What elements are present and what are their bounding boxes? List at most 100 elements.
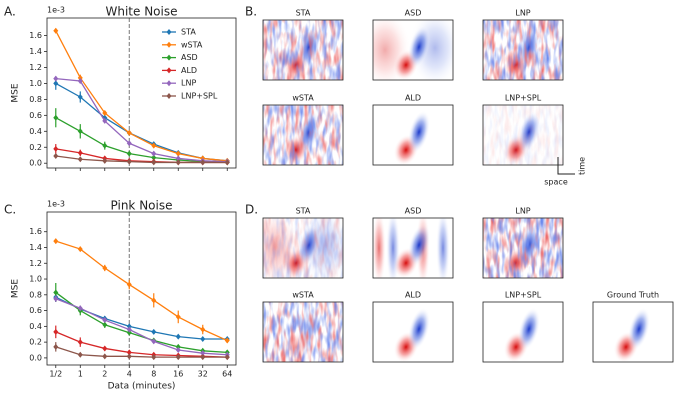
x-tick-label: 4 [127, 370, 132, 379]
receptive-field-image [262, 19, 344, 81]
point [126, 158, 132, 165]
series-line [55, 117, 228, 164]
image-frame [482, 104, 564, 166]
series-line [55, 240, 228, 342]
series-line [55, 331, 228, 358]
y-tick-label: 0.4 [29, 322, 42, 331]
point [77, 128, 83, 135]
y-tick-label: 1.0 [29, 79, 42, 88]
legend-marker [166, 54, 172, 61]
chart-title: Pink Noise [111, 199, 173, 213]
series-line [55, 291, 228, 354]
receptive-field-image [482, 104, 564, 166]
noise-blue [483, 218, 563, 278]
receptive-field-image [372, 217, 454, 279]
series-line [55, 30, 228, 162]
legend-label: LNP+SPL [181, 92, 218, 101]
point [53, 114, 59, 121]
point [200, 335, 206, 342]
series-line [55, 346, 228, 358]
noise-blue [483, 105, 563, 165]
y-tick-label: 1.4 [29, 243, 42, 252]
image-frame [372, 217, 454, 279]
point [53, 27, 59, 34]
off-lobe [407, 25, 431, 69]
image-frame [482, 217, 564, 279]
y-offset-label: 1e-3 [47, 200, 65, 209]
series-line [55, 296, 228, 340]
point [53, 343, 59, 350]
y-tick-label: 0.6 [29, 306, 42, 315]
x-tick-label: 1/2 [49, 370, 62, 379]
point [151, 150, 157, 157]
y-tick-label: 0.8 [29, 95, 42, 104]
point [200, 326, 206, 333]
legend-marker [166, 80, 172, 87]
image-title: STA [296, 9, 311, 18]
image-content [483, 218, 563, 278]
x-axis-label: Data (minutes) [108, 382, 176, 392]
point [175, 347, 181, 354]
noise-blue [263, 302, 343, 362]
point [151, 354, 157, 361]
image-title: ALD [405, 94, 421, 103]
noise-blue [263, 105, 343, 165]
point [53, 295, 59, 302]
point [102, 345, 108, 352]
image-frame [372, 104, 454, 166]
y-tick-label: 0.6 [29, 111, 42, 120]
series-line [55, 77, 228, 163]
image-frame [262, 19, 344, 81]
y-tick-label: 0.0 [29, 353, 42, 362]
y-tick-label: 1.4 [29, 47, 42, 56]
point [77, 246, 83, 253]
legend-marker [166, 93, 172, 99]
point [175, 333, 181, 340]
legend-label: ALD [181, 66, 197, 75]
x-tick-label: 16 [173, 370, 183, 379]
point [175, 354, 181, 361]
image-frame [482, 19, 564, 81]
legend-marker [166, 67, 172, 74]
point [175, 150, 181, 157]
point [224, 354, 230, 361]
noise-blue [263, 218, 343, 278]
point [224, 337, 230, 344]
point [175, 343, 181, 350]
axes-frame [46, 17, 237, 169]
point [200, 159, 206, 166]
receptive-field-image [262, 217, 344, 279]
off-lobe [407, 307, 431, 351]
receptive-field-image [372, 104, 454, 166]
image-content [483, 302, 563, 362]
image-title: LNP [515, 207, 530, 216]
scale-y-label: time [578, 157, 587, 175]
y-axis-label: MSE [11, 83, 21, 102]
point [126, 150, 132, 157]
point [126, 140, 132, 147]
receptive-field-image [482, 301, 564, 363]
point [200, 354, 206, 361]
series-line [55, 155, 228, 164]
point [151, 338, 157, 345]
x-tick-label: 8 [151, 370, 156, 379]
image-content [263, 302, 343, 362]
point [175, 313, 181, 320]
point [126, 329, 132, 336]
point [126, 281, 132, 288]
image-frame [262, 104, 344, 166]
image-frame [262, 217, 344, 279]
off-lobe [407, 110, 431, 154]
image-title: STA [296, 207, 311, 216]
y-tick-label: 1.2 [29, 259, 42, 268]
point [151, 159, 157, 166]
point [200, 350, 206, 357]
image-title: wSTA [292, 94, 314, 103]
point [102, 317, 108, 324]
receptive-field-image [482, 19, 564, 81]
point [126, 349, 132, 356]
y-tick-label: 1.6 [29, 227, 42, 236]
image-title: wSTA [292, 291, 314, 300]
noise-blue [263, 20, 343, 80]
